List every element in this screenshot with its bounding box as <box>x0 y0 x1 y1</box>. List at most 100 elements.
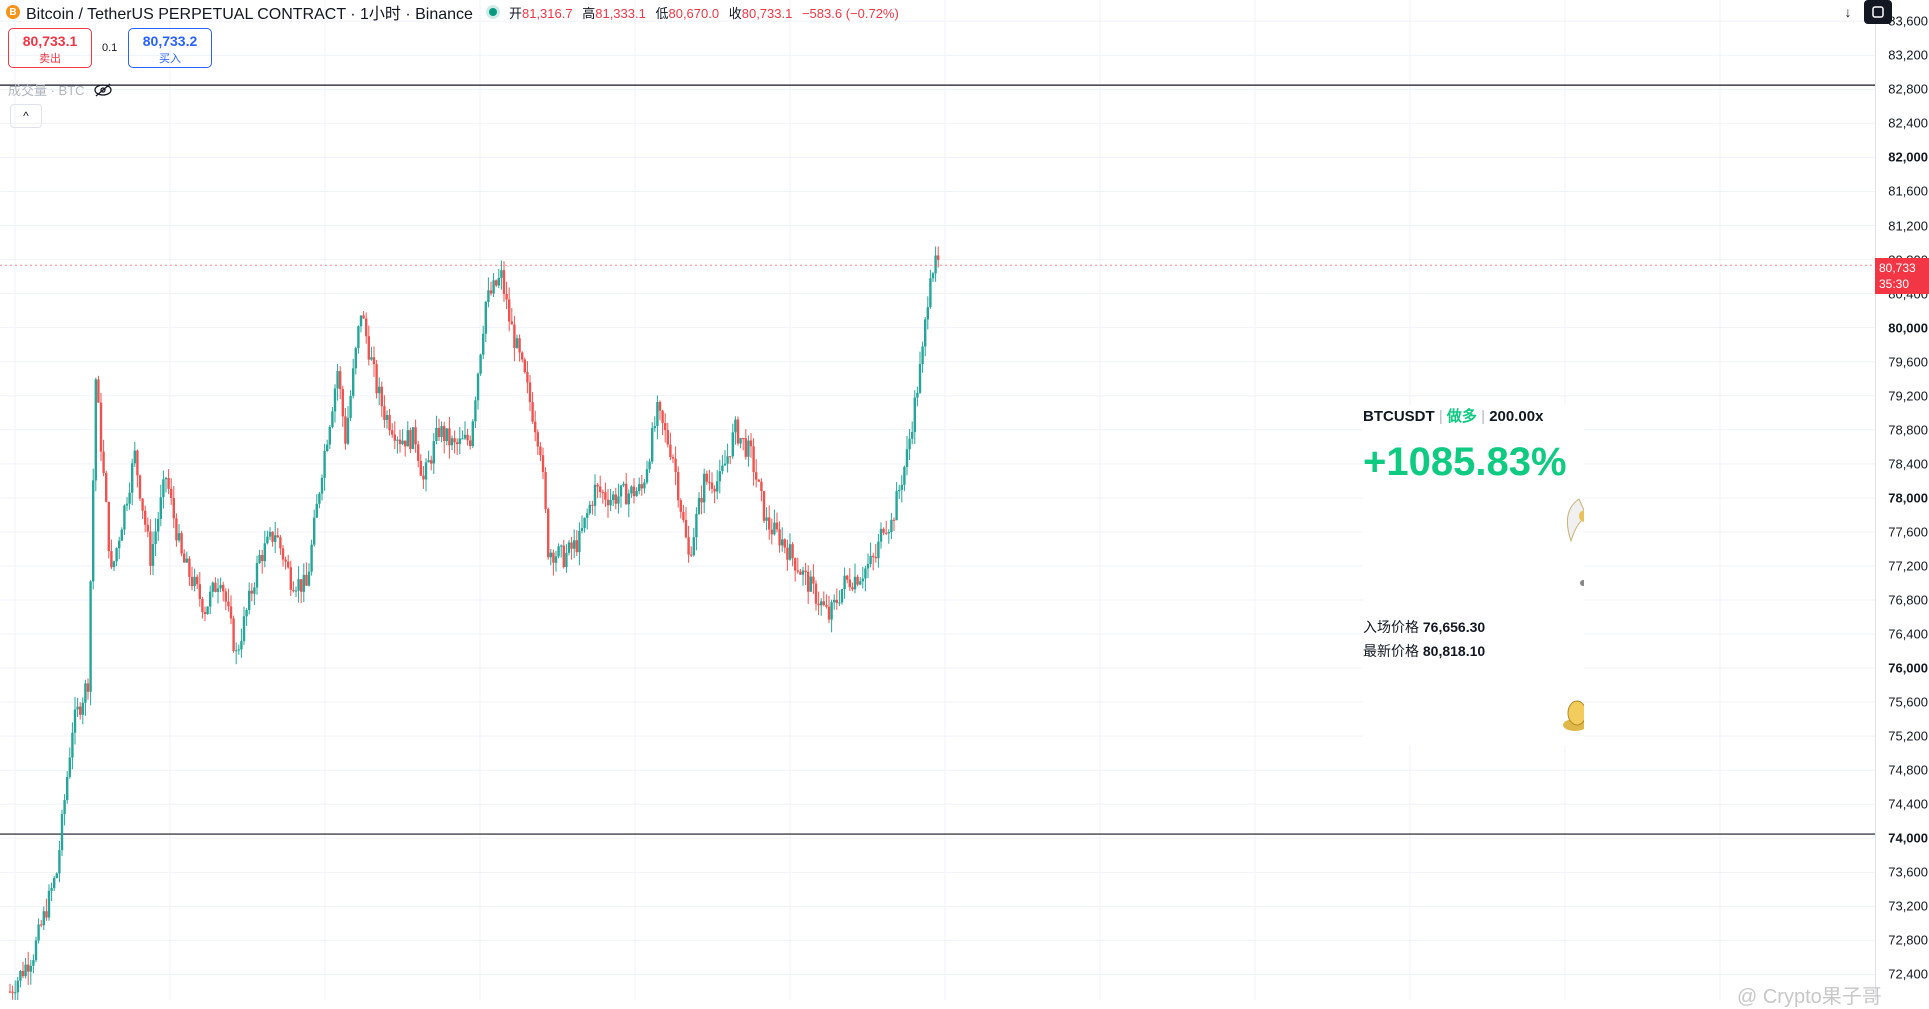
candle <box>445 428 448 442</box>
candle <box>352 368 355 396</box>
candle <box>331 411 334 428</box>
candle <box>578 530 581 553</box>
symbol-title[interactable]: Bitcoin / TetherUS PERPETUAL CONTRACT · … <box>26 6 473 23</box>
candle <box>261 555 264 562</box>
candle <box>479 354 482 374</box>
arrow-down-icon[interactable]: ↓ <box>1844 4 1852 20</box>
buy-button[interactable]: 80,733.2 买入 <box>128 28 212 68</box>
candle <box>89 581 92 692</box>
candle <box>580 528 584 531</box>
candle <box>344 416 347 444</box>
price-tick-label: 72,800 <box>1888 932 1928 948</box>
candle <box>796 570 799 572</box>
candle <box>222 584 225 592</box>
fullscreen-icon[interactable] <box>1864 0 1892 24</box>
candle <box>630 486 633 494</box>
candle <box>367 336 370 360</box>
candle <box>245 609 248 617</box>
candle <box>518 338 521 353</box>
price-tick-label: 78,800 <box>1888 422 1928 438</box>
candle <box>307 571 311 586</box>
candle <box>752 446 755 473</box>
candle <box>682 511 685 520</box>
candle <box>760 481 763 492</box>
candle <box>180 533 183 554</box>
candle <box>21 970 25 977</box>
candle <box>414 427 417 445</box>
price-tick-label: 73,600 <box>1888 864 1928 880</box>
candle <box>185 558 188 563</box>
candle <box>40 924 43 926</box>
candle <box>409 430 412 449</box>
last-price-tag: 80,733 35:30 <box>1875 258 1929 294</box>
candle <box>440 426 443 437</box>
eye-hidden-icon[interactable] <box>93 83 113 97</box>
candle <box>315 503 318 518</box>
candle <box>79 706 82 715</box>
candle <box>674 458 677 473</box>
price-tick-label: 77,200 <box>1888 558 1928 574</box>
candle <box>320 477 324 494</box>
entry-price: 76,656.30 <box>1422 619 1486 635</box>
watermark: @ Crypto果子哥 <box>1737 986 1882 1008</box>
candle <box>703 473 706 503</box>
candle <box>840 589 844 603</box>
candle <box>63 800 66 815</box>
price-tick-label: 75,200 <box>1888 728 1928 744</box>
candle <box>913 397 916 432</box>
bitcoin-icon: B <box>6 5 20 19</box>
candle <box>848 579 851 588</box>
candle <box>336 371 339 389</box>
collapse-chevron-icon[interactable]: ^ <box>10 104 42 128</box>
candle <box>716 481 719 492</box>
candle <box>591 504 594 506</box>
candle <box>653 426 656 429</box>
candle <box>66 776 69 801</box>
candle <box>622 483 625 486</box>
sell-button[interactable]: 80,733.1 卖出 <box>8 28 92 68</box>
candle <box>359 315 363 327</box>
candle <box>237 649 240 651</box>
price-tick-label: 75,600 <box>1888 694 1928 710</box>
close-label: 收 <box>728 5 742 21</box>
candle <box>482 333 485 355</box>
candle <box>333 388 337 412</box>
candle <box>276 535 279 538</box>
candle <box>58 850 61 874</box>
candle <box>372 357 376 365</box>
candle <box>833 599 836 603</box>
price-chart[interactable] <box>0 0 1875 1000</box>
candle <box>151 543 155 566</box>
candle <box>851 587 854 590</box>
candle <box>34 940 38 961</box>
candle <box>710 482 714 489</box>
mascot-image <box>1363 485 1584 613</box>
low-value: 80,670.0 <box>668 5 720 21</box>
candle <box>255 562 259 588</box>
candle <box>612 494 615 501</box>
candle <box>346 417 350 444</box>
last-price-value: 80,733 <box>1879 261 1916 275</box>
candle <box>661 410 664 424</box>
candle <box>534 421 537 433</box>
volume-label: 成交量 · BTC <box>8 83 85 98</box>
candle <box>934 255 937 274</box>
candle <box>443 426 446 442</box>
volume-indicator[interactable]: 成交量 · BTC <box>8 80 113 99</box>
price-axis[interactable]: 83,600 83,200 82,800 82,400 82,000 81,600 81,2… <box>1875 0 1929 1000</box>
position-side: 做多 <box>1446 408 1477 425</box>
price-tick-label: 76,400 <box>1888 626 1928 642</box>
candle <box>552 552 555 563</box>
candle <box>723 463 727 466</box>
open-label: 开 <box>508 5 522 21</box>
candle <box>487 290 490 302</box>
candle <box>528 382 532 403</box>
candle <box>271 531 274 542</box>
candle <box>586 513 589 518</box>
candle <box>86 683 90 692</box>
candle <box>297 579 300 591</box>
candle <box>606 499 610 506</box>
candle <box>219 584 222 589</box>
candle <box>859 581 862 585</box>
candle <box>570 542 573 549</box>
